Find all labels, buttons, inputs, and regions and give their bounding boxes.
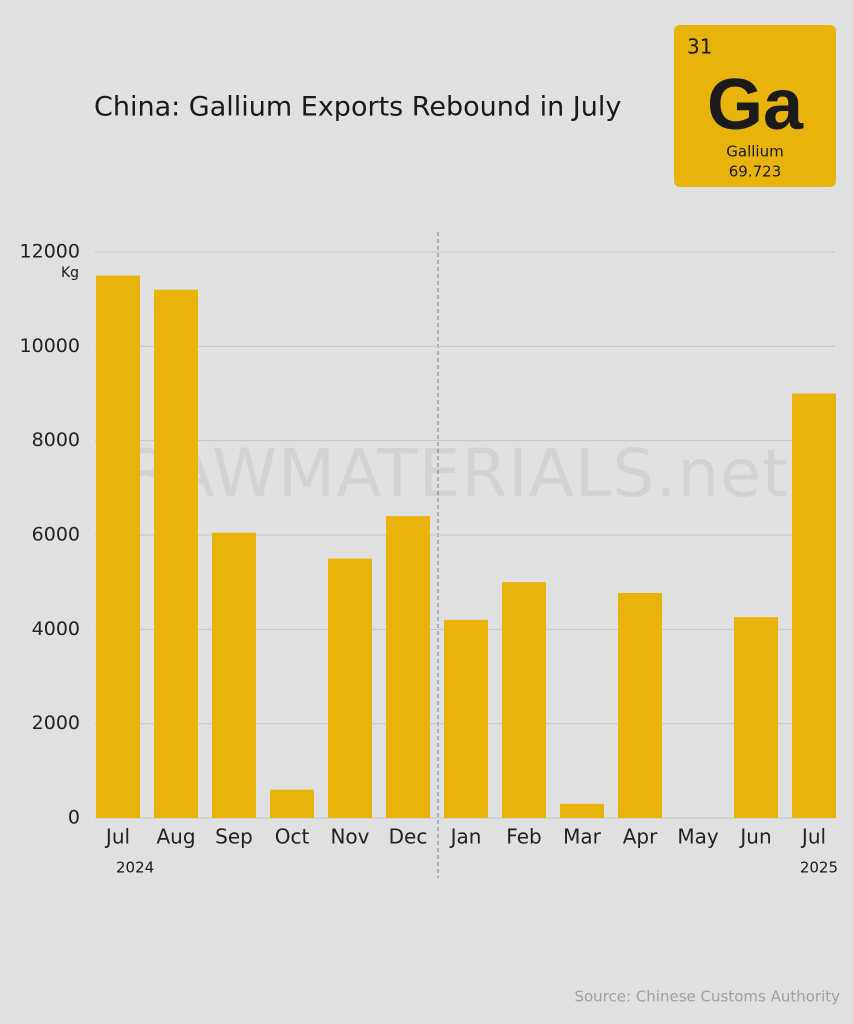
element-badge: 31 Ga Gallium 69.723 bbox=[674, 25, 836, 187]
x-tick-label: Nov bbox=[330, 825, 369, 849]
bar bbox=[618, 593, 662, 818]
y-tick-label: 12000 bbox=[20, 241, 80, 263]
bar bbox=[270, 789, 314, 818]
badge-box bbox=[674, 25, 836, 187]
y-tick-label: 6000 bbox=[32, 524, 80, 546]
bar bbox=[386, 516, 430, 818]
y-tick-label: 10000 bbox=[20, 335, 80, 357]
bar bbox=[328, 558, 372, 818]
y-unit: Kg bbox=[61, 265, 79, 281]
badge-name: Gallium bbox=[726, 143, 783, 161]
year-label: 2024 bbox=[116, 859, 154, 877]
badge-number: 31 bbox=[687, 35, 712, 59]
chart-title: China: Gallium Exports Rebound in July bbox=[94, 92, 621, 123]
bar bbox=[212, 532, 256, 818]
x-tick-label: Dec bbox=[389, 825, 428, 849]
y-tick-label: 4000 bbox=[32, 618, 80, 640]
bar bbox=[734, 617, 778, 818]
year-label: 2025 bbox=[800, 859, 838, 877]
y-tick-label: 2000 bbox=[32, 712, 80, 734]
x-tick-label: Apr bbox=[623, 825, 658, 849]
bar bbox=[96, 275, 140, 818]
watermark: RAWMATERIALS.net bbox=[125, 435, 788, 512]
y-tick-label: 8000 bbox=[32, 429, 80, 451]
bar bbox=[154, 289, 198, 818]
x-tick-label: Jul bbox=[104, 825, 130, 849]
source: Source: Chinese Customs Authority bbox=[574, 988, 840, 1006]
x-tick-label: Jun bbox=[738, 825, 771, 849]
y-tick-label: 0 bbox=[68, 807, 80, 829]
x-tick-label: Jul bbox=[800, 825, 826, 849]
badge-mass: 69.723 bbox=[729, 163, 782, 181]
x-tick-label: May bbox=[677, 825, 719, 849]
x-tick-label: Mar bbox=[563, 825, 602, 849]
x-tick-label: Aug bbox=[156, 825, 195, 849]
bar bbox=[792, 393, 836, 818]
bar bbox=[444, 619, 488, 818]
bar bbox=[502, 582, 546, 818]
x-tick-label: Feb bbox=[506, 825, 541, 849]
x-tick-label: Oct bbox=[275, 825, 310, 849]
x-tick-label: Jan bbox=[449, 825, 482, 849]
bar bbox=[560, 803, 604, 818]
x-tick-label: Sep bbox=[215, 825, 253, 849]
badge-symbol: Ga bbox=[707, 65, 804, 145]
